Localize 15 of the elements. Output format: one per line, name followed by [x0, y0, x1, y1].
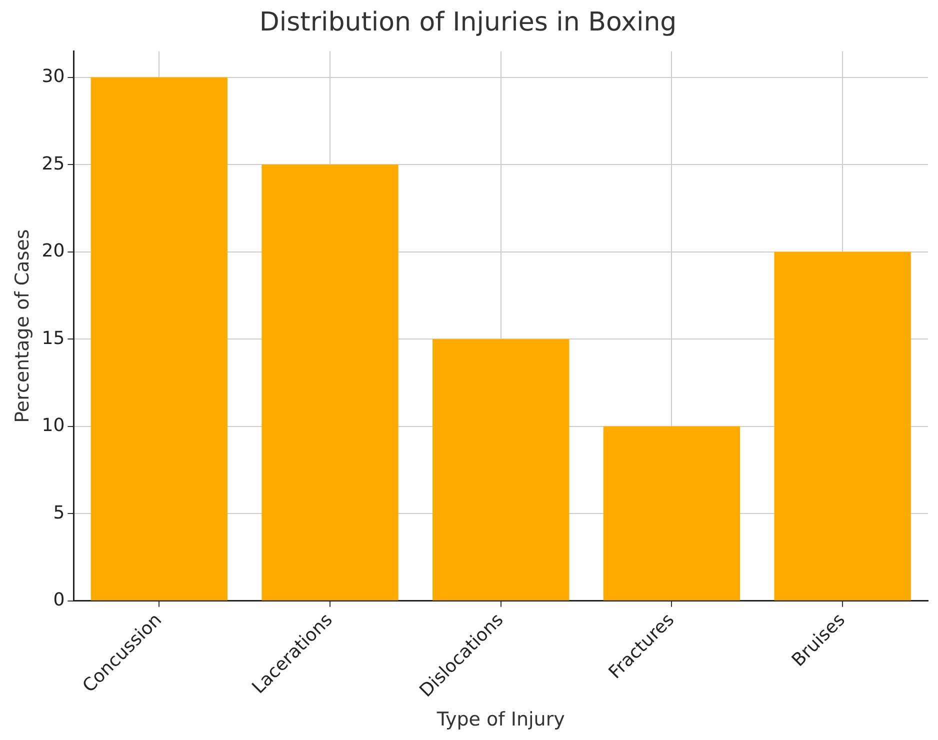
bar	[90, 77, 228, 600]
y-tick-label: 0	[53, 589, 65, 610]
y-axis-title: Percentage of Cases	[11, 229, 34, 423]
bar	[774, 252, 911, 600]
bar	[603, 426, 740, 600]
bar	[432, 339, 570, 600]
y-tick-label: 20	[42, 240, 65, 262]
y-tick-label: 5	[53, 502, 65, 524]
y-tick-label: 15	[42, 328, 65, 349]
y-tick-label: 25	[42, 153, 65, 174]
x-axis-title: Type of Injury	[436, 708, 565, 731]
y-tick-label: 10	[42, 415, 65, 436]
bar	[262, 164, 398, 600]
chart-title: Distribution of Injuries in Boxing	[259, 7, 677, 38]
y-tick-label: 30	[42, 66, 65, 88]
